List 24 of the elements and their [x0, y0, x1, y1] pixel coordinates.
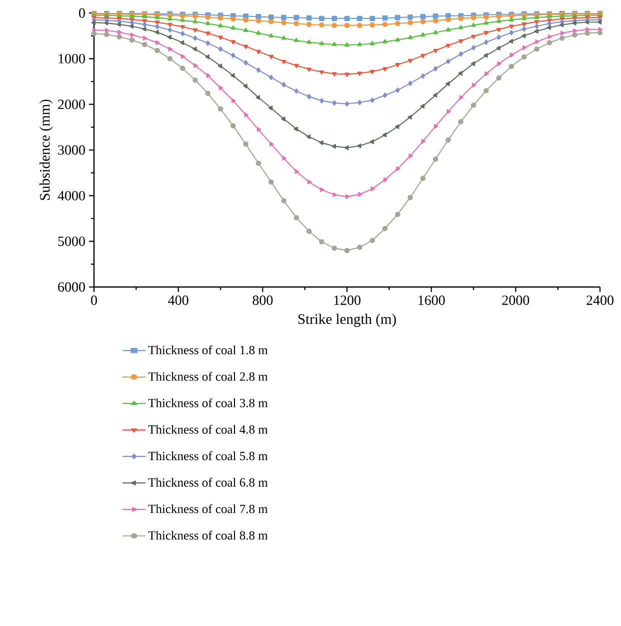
legend-label: Thickness of coal 8.8 m [148, 530, 268, 540]
y-tick-label: 5000 [58, 236, 85, 246]
x-axis-title: Strike length (m) [298, 314, 396, 327]
y-tick-label: 0 [79, 8, 85, 18]
x-tick-label: 1200 [334, 296, 360, 305]
x-tick-label: 1600 [418, 296, 445, 305]
y-tick-label: 4000 [58, 190, 85, 200]
y-tick-label: 3000 [58, 145, 85, 155]
legend-label: Thickness of coal 7.8 m [148, 504, 268, 514]
y-tick-label: 1000 [58, 54, 85, 64]
x-tick-label: 800 [252, 296, 273, 305]
legend-label: Thickness of coal 3.8 m [148, 398, 268, 408]
legend-label: Thickness of coal 4.8 m [148, 424, 268, 434]
legend-label: Thickness of coal 2.8 m [148, 372, 268, 381]
legend-label: Thickness of coal 1.8 m [148, 345, 268, 354]
x-tick-label: 400 [168, 296, 188, 305]
y-tick-label: 2000 [58, 100, 85, 110]
x-tick-label: 2000 [502, 296, 530, 305]
x-tick-label: 0 [91, 296, 97, 305]
legend-label: Thickness of coal 6.8 m [148, 478, 268, 487]
x-tick-label: 2400 [586, 296, 614, 305]
y-tick-label: 6000 [58, 282, 85, 292]
y-axis-title: Subsidence (mm) [39, 100, 53, 200]
legend-label: Thickness of coal 5.8 m [148, 451, 268, 460]
